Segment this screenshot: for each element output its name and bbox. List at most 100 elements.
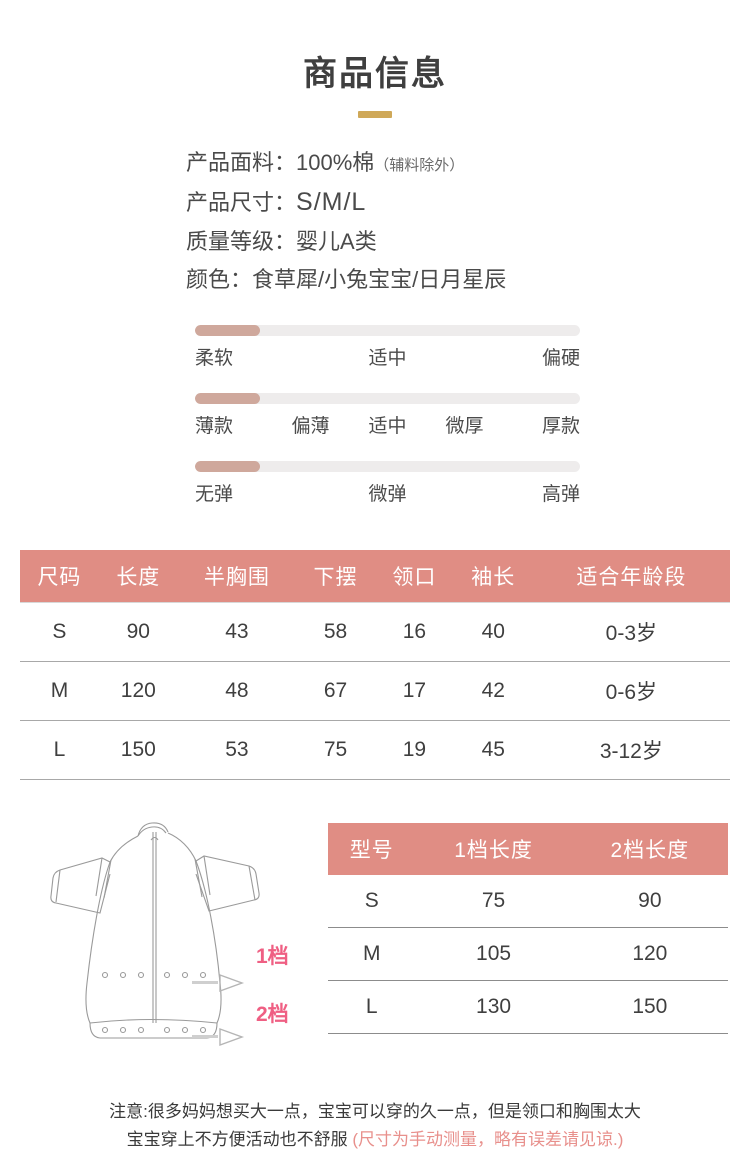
- slider-label-thick: 厚款: [541, 416, 580, 437]
- cell-sleeve: 42: [453, 661, 533, 721]
- cell-length: 90: [98, 602, 178, 662]
- sleeping-bag-diagram: 1档 2档: [34, 818, 324, 1058]
- cell-half-bust: 53: [177, 720, 297, 780]
- spec-label-quality: 质量等级：: [186, 229, 297, 254]
- slider-label-slightly-thick: 微厚: [445, 416, 484, 437]
- table-header-row: 型号 1档长度 2档长度: [328, 823, 728, 875]
- slider-softness: 柔软 适中 偏硬: [195, 325, 580, 370]
- sleeping-bag-illustration-icon: [50, 822, 260, 1046]
- slider-fill-elasticity: [195, 461, 261, 472]
- spec-label-fabric: 产品面料：: [186, 150, 297, 175]
- footnote-disclaimer: (尺寸为手动测量，略有误差请见谅.): [352, 1130, 624, 1150]
- slider-fill-softness: [195, 325, 261, 336]
- cell-length: 120: [98, 661, 178, 721]
- slider-labels-elasticity: 无弹 微弹 高弹: [195, 479, 580, 506]
- cell-model: S: [328, 875, 416, 928]
- footnote-line-2-main: 宝宝穿上不方便活动也不舒服: [126, 1130, 353, 1150]
- table-row: M 105 120: [328, 927, 728, 981]
- cell-model: M: [328, 927, 416, 981]
- table-row: L 130 150: [328, 980, 728, 1034]
- cell-size: L: [20, 720, 99, 780]
- cell-model: L: [328, 980, 416, 1034]
- cell-collar: 19: [374, 720, 454, 780]
- slider-track-softness: [195, 325, 580, 336]
- spec-row-size: 产品尺寸：S/M/L: [186, 190, 750, 215]
- cell-age-range: 0-6岁: [532, 661, 730, 721]
- slider-fill-thickness: [195, 393, 261, 404]
- diagram-tag-level-2: 2档: [256, 1003, 289, 1026]
- spec-list: 产品面料：100%棉（辅料除外） 产品尺寸：S/M/L 质量等级：婴儿A类 颜色…: [0, 152, 750, 291]
- slider-elasticity: 无弹 微弹 高弹: [195, 461, 580, 506]
- col-header-model: 型号: [328, 823, 416, 875]
- cell-sleeve: 40: [453, 602, 533, 662]
- cell-size: M: [20, 661, 99, 721]
- slider-label-medium: 适中: [368, 348, 407, 369]
- slider-thickness: 薄款 偏薄 适中 微厚 厚款: [195, 393, 580, 438]
- table-row: S 90 43 58 16 40 0-3岁: [20, 602, 730, 662]
- page-header: 商品信息: [0, 0, 750, 118]
- cell-sleeve: 45: [453, 720, 533, 780]
- slider-labels-thickness: 薄款 偏薄 适中 微厚 厚款: [195, 411, 580, 438]
- col-header-length: 长度: [98, 550, 178, 603]
- cell-hem: 75: [296, 720, 375, 780]
- length-chart-table: 型号 1档长度 2档长度 S 75 90 M 105 120: [328, 823, 728, 1034]
- spec-row-fabric: 产品面料：100%棉（辅料除外）: [186, 152, 750, 174]
- cell-level2-length: 90: [571, 875, 728, 928]
- page-title: 商品信息: [303, 55, 447, 93]
- table-row: S 75 90: [328, 875, 728, 928]
- table-row: M 120 48 67 17 42 0-6岁: [20, 661, 730, 721]
- arrow-1-icon: [192, 974, 245, 992]
- spec-label-size: 产品尺寸：: [186, 190, 297, 215]
- slider-labels-softness: 柔软 适中 偏硬: [195, 343, 580, 370]
- cell-level2-length: 150: [571, 980, 728, 1034]
- spec-row-quality: 质量等级：婴儿A类: [186, 231, 750, 253]
- spec-value-color: 食草犀/小兔宝宝/日月星辰: [252, 267, 507, 292]
- cell-hem: 67: [296, 661, 375, 721]
- slider-label-thin: 薄款: [195, 416, 234, 437]
- cell-size: S: [20, 602, 99, 662]
- cell-level1-length: 105: [415, 927, 572, 981]
- slider-label-somewhat-thin: 偏薄: [291, 416, 330, 437]
- lower-section: 1档 2档 型号 1档长度 2档长度 S 75 90: [0, 818, 750, 1048]
- spec-label-color: 颜色：: [186, 267, 253, 292]
- col-header-level1-length: 1档长度: [415, 823, 572, 875]
- attribute-sliders: 柔软 适中 偏硬 薄款 偏薄 适中 微厚 厚款 无弹 微弹: [0, 325, 750, 506]
- col-header-age-range: 适合年龄段: [532, 550, 730, 603]
- slider-label-slight-stretch: 微弹: [368, 484, 407, 505]
- slider-label-soft: 柔软: [195, 348, 234, 369]
- spec-row-color: 颜色：食草犀/小兔宝宝/日月星辰: [186, 269, 750, 291]
- cell-length: 150: [98, 720, 178, 780]
- col-header-level2-length: 2档长度: [571, 823, 728, 875]
- col-header-half-bust: 半胸围: [177, 550, 297, 603]
- cell-collar: 16: [374, 602, 454, 662]
- spec-value-quality: 婴儿A类: [296, 229, 377, 254]
- footnote: 注意:很多妈妈想买大一点，宝宝可以穿的久一点，但是领口和胸围太大 宝宝穿上不方便…: [0, 1098, 750, 1154]
- cell-age-range: 3-12岁: [532, 720, 730, 780]
- cell-hem: 58: [296, 602, 375, 662]
- spec-note-fabric: （辅料除外）: [374, 157, 465, 174]
- cell-age-range: 0-3岁: [532, 602, 730, 662]
- spec-value-fabric: 100%棉: [296, 150, 375, 175]
- length-chart-wrap: 型号 1档长度 2档长度 S 75 90 M 105 120: [328, 823, 728, 1034]
- col-header-collar: 领口: [374, 550, 454, 603]
- spec-value-size: S/M/L: [296, 188, 367, 216]
- table-header-row: 尺码 长度 半胸围 下摆 领口 袖长 适合年龄段: [20, 550, 730, 603]
- col-header-sleeve: 袖长: [453, 550, 533, 603]
- slider-track-thickness: [195, 393, 580, 404]
- slider-label-moderate: 适中: [368, 416, 407, 437]
- footnote-line-1: 注意:很多妈妈想买大一点，宝宝可以穿的久一点，但是领口和胸围太大: [109, 1102, 641, 1121]
- cell-level1-length: 130: [415, 980, 572, 1034]
- cell-half-bust: 43: [177, 602, 297, 662]
- slider-track-elasticity: [195, 461, 580, 472]
- slider-label-no-stretch: 无弹: [195, 484, 234, 505]
- slider-label-hard: 偏硬: [541, 348, 580, 369]
- cell-level1-length: 75: [415, 875, 572, 928]
- footnote-line-2: 宝宝穿上不方便活动也不舒服 (尺寸为手动测量，略有误差请见谅.): [0, 1126, 750, 1154]
- table-row: L 150 53 75 19 45 3-12岁: [20, 720, 730, 780]
- slider-label-high-stretch: 高弹: [541, 484, 580, 505]
- size-chart-table: 尺码 长度 半胸围 下摆 领口 袖长 适合年龄段 S 90 43 58 16 4…: [20, 550, 730, 780]
- cell-collar: 17: [374, 661, 454, 721]
- col-header-size: 尺码: [20, 550, 99, 603]
- title-underline-rule: [358, 111, 392, 118]
